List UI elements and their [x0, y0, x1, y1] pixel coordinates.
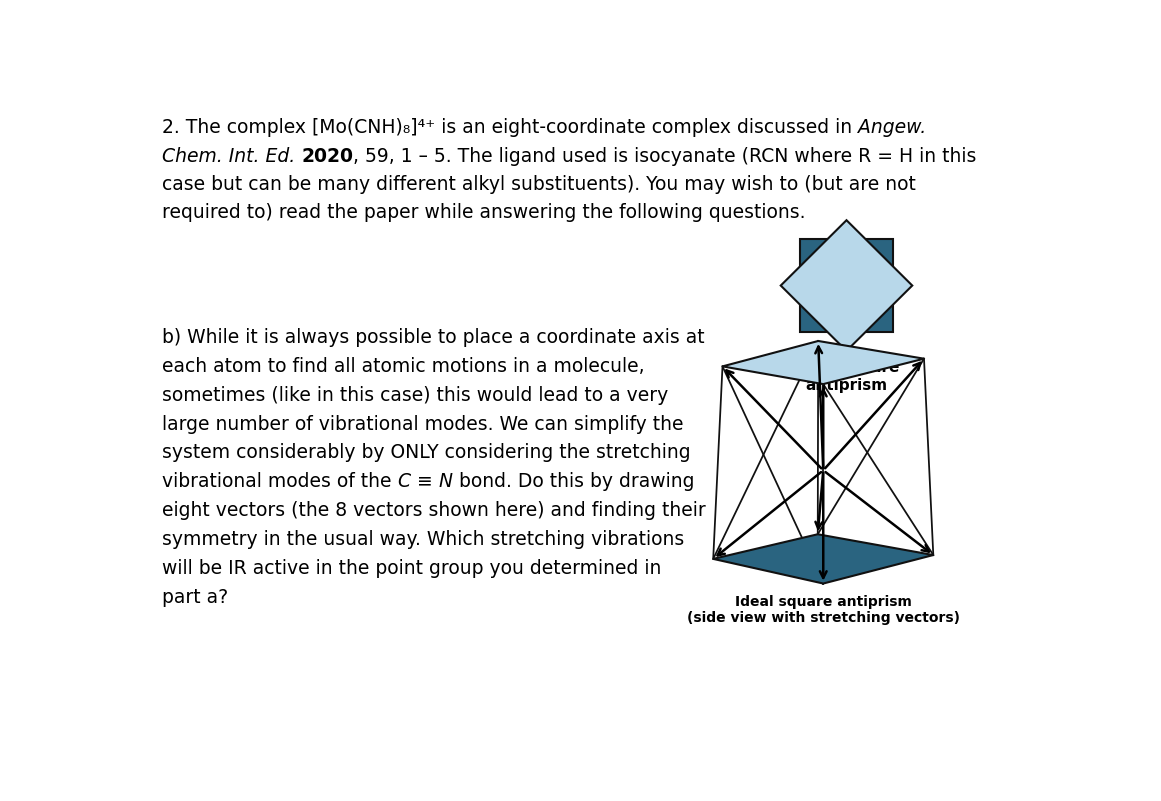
- Text: symmetry in the usual way. Which stretching vibrations: symmetry in the usual way. Which stretch…: [163, 530, 685, 549]
- Text: N: N: [439, 473, 453, 491]
- Text: large number of vibrational modes. We can simplify the: large number of vibrational modes. We ca…: [163, 414, 684, 433]
- Text: 2. The complex [Mo(CNH)₈]⁴⁺ is an eight-coordinate complex discussed in: 2. The complex [Mo(CNH)₈]⁴⁺ is an eight-…: [163, 119, 858, 138]
- Text: case but can be many different alkyl substituents). You may wish to (but are not: case but can be many different alkyl sub…: [163, 175, 916, 194]
- Text: each atom to find all atomic motions in a molecule,: each atom to find all atomic motions in …: [163, 356, 644, 376]
- Text: ≡: ≡: [411, 473, 439, 491]
- Text: required to) read the paper while answering the following questions.: required to) read the paper while answer…: [163, 203, 806, 222]
- Text: system considerably by ONLY considering the stretching: system considerably by ONLY considering …: [163, 444, 691, 462]
- Polygon shape: [722, 341, 924, 384]
- Text: part a?: part a?: [163, 588, 229, 607]
- Text: C: C: [398, 473, 411, 491]
- Text: Chem. Int. Ed.: Chem. Int. Ed.: [163, 147, 295, 166]
- Text: bond. Do this by drawing: bond. Do this by drawing: [453, 473, 694, 491]
- Polygon shape: [780, 220, 913, 351]
- Text: Ideal square
antiprism: Ideal square antiprism: [793, 360, 900, 392]
- Text: Ideal square antiprism
(side view with stretching vectors): Ideal square antiprism (side view with s…: [687, 595, 960, 626]
- Text: 2020: 2020: [302, 147, 353, 166]
- Polygon shape: [713, 534, 933, 584]
- Text: will be IR active in the point group you determined in: will be IR active in the point group you…: [163, 559, 662, 578]
- Text: Angew.: Angew.: [858, 119, 926, 138]
- Text: eight vectors (the 8 vectors shown here) and finding their: eight vectors (the 8 vectors shown here)…: [163, 501, 706, 520]
- Text: vibrational modes of the: vibrational modes of the: [163, 473, 398, 491]
- Text: sometimes (like in this case) this would lead to a very: sometimes (like in this case) this would…: [163, 385, 669, 405]
- Polygon shape: [800, 239, 893, 332]
- Text: b) While it is always possible to place a coordinate axis at: b) While it is always possible to place …: [163, 328, 705, 347]
- Text: , 59, 1 – 5. The ligand used is isocyanate (RCN where R = H in this: , 59, 1 – 5. The ligand used is isocyana…: [353, 147, 976, 166]
